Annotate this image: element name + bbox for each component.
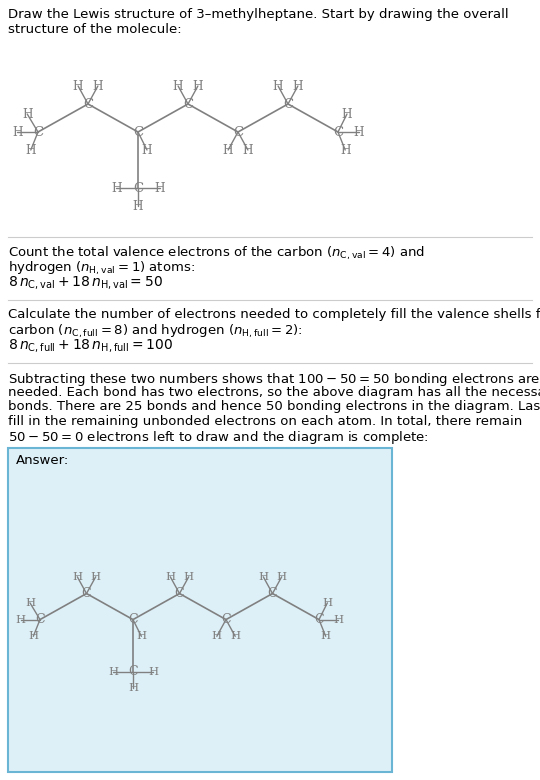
Text: H: H [353, 126, 364, 139]
Text: H: H [91, 572, 101, 582]
Text: H: H [333, 615, 343, 625]
Text: C: C [183, 98, 193, 111]
Text: H: H [92, 80, 103, 93]
Text: C: C [283, 98, 293, 111]
Text: structure of the molecule:: structure of the molecule: [8, 23, 181, 36]
Text: H: H [223, 144, 233, 157]
Text: $50 - 50 = 0$ electrons left to draw and the diagram is complete:: $50 - 50 = 0$ electrons left to draw and… [8, 429, 429, 446]
Text: H: H [148, 667, 158, 677]
Text: hydrogen ($n_{\mathrm{H,val}} = 1$) atoms:: hydrogen ($n_{\mathrm{H,val}} = 1$) atom… [8, 260, 195, 277]
Text: H: H [342, 108, 352, 120]
Text: H: H [276, 572, 287, 582]
Text: C: C [314, 613, 324, 626]
Text: Subtracting these two numbers shows that $100 - 50 = 50$ bonding electrons are: Subtracting these two numbers shows that… [8, 371, 540, 388]
Text: C: C [133, 182, 143, 194]
Text: H: H [72, 572, 83, 582]
Text: H: H [184, 572, 194, 582]
Text: H: H [136, 631, 146, 641]
Text: H: H [28, 631, 38, 641]
Text: $8\,n_{\mathrm{C,val}} + 18\,n_{\mathrm{H,val}} = 50$: $8\,n_{\mathrm{C,val}} + 18\,n_{\mathrm{… [8, 274, 163, 291]
Text: C: C [128, 665, 138, 678]
Text: fill in the remaining unbonded electrons on each atom. In total, there remain: fill in the remaining unbonded electrons… [8, 415, 522, 427]
Text: H: H [111, 182, 122, 194]
Text: C: C [174, 587, 184, 600]
Text: needed. Each bond has two electrons, so the above diagram has all the necessary: needed. Each bond has two electrons, so … [8, 385, 540, 399]
Text: H: H [340, 144, 350, 157]
Text: H: H [242, 144, 253, 157]
Text: H: H [108, 667, 118, 677]
Text: C: C [268, 587, 278, 600]
Text: H: H [230, 631, 240, 641]
Text: Answer:: Answer: [16, 454, 69, 466]
Text: H: H [212, 631, 222, 641]
Text: Count the total valence electrons of the carbon ($n_{\mathrm{C,val}} = 4$) and: Count the total valence electrons of the… [8, 245, 425, 262]
Text: bonds. There are 25 bonds and hence 50 bonding electrons in the diagram. Lastly,: bonds. There are 25 bonds and hence 50 b… [8, 400, 540, 413]
Text: $8\,n_{\mathrm{C,full}} + 18\,n_{\mathrm{H,full}} = 100$: $8\,n_{\mathrm{C,full}} + 18\,n_{\mathrm… [8, 337, 173, 354]
Text: C: C [133, 126, 143, 139]
Text: H: H [12, 126, 23, 139]
Text: H: H [22, 108, 32, 120]
Text: H: H [73, 80, 83, 93]
Text: H: H [128, 683, 138, 693]
Text: C: C [33, 126, 43, 139]
Text: H: H [133, 200, 143, 212]
Text: C: C [221, 613, 231, 626]
Text: C: C [83, 98, 93, 111]
Text: C: C [233, 126, 243, 139]
Text: carbon ($n_{\mathrm{C,full}} = 8$) and hydrogen ($n_{\mathrm{H,full}} = 2$):: carbon ($n_{\mathrm{C,full}} = 8$) and h… [8, 323, 303, 340]
Text: H: H [293, 80, 303, 93]
Text: H: H [321, 631, 331, 641]
Text: H: H [193, 80, 203, 93]
Text: H: H [165, 572, 176, 582]
Text: H: H [273, 80, 284, 93]
FancyBboxPatch shape [8, 448, 392, 772]
Text: H: H [173, 80, 184, 93]
Text: H: H [25, 144, 36, 157]
Text: H: H [258, 572, 268, 582]
Text: H: H [154, 182, 165, 194]
Text: C: C [82, 587, 91, 600]
Text: Calculate the number of electrons needed to completely fill the valence shells f: Calculate the number of electrons needed… [8, 308, 540, 321]
Text: H: H [322, 597, 333, 608]
Text: C: C [35, 613, 45, 626]
Text: H: H [141, 144, 152, 157]
Text: C: C [128, 613, 138, 626]
Text: Draw the Lewis structure of 3–methylheptane. Start by drawing the overall: Draw the Lewis structure of 3–methylhept… [8, 8, 509, 21]
Text: H: H [25, 597, 35, 608]
Text: H: H [16, 615, 26, 625]
Text: C: C [333, 126, 343, 139]
